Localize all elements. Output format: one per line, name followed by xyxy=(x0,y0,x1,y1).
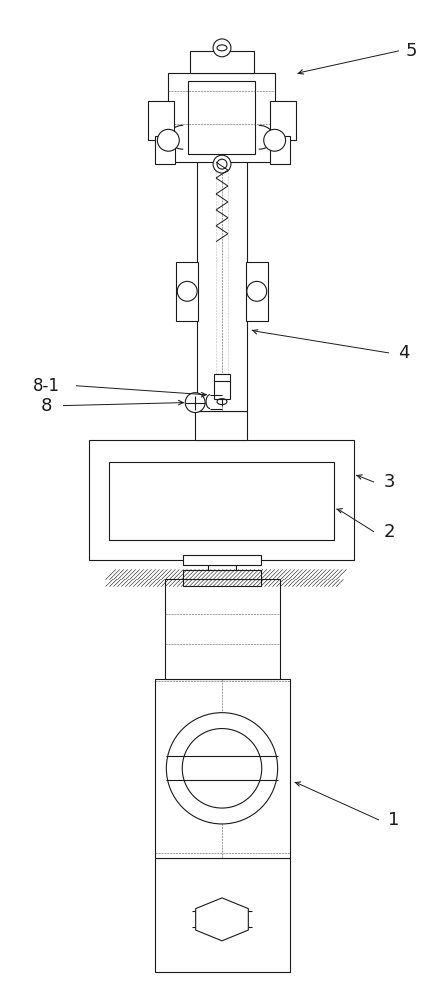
Bar xyxy=(183,555,261,565)
Circle shape xyxy=(213,39,231,57)
Circle shape xyxy=(264,129,286,151)
Bar xyxy=(183,579,261,586)
Bar xyxy=(183,579,261,586)
Bar xyxy=(214,374,230,399)
Bar xyxy=(197,73,247,411)
Circle shape xyxy=(177,281,197,301)
Text: 5: 5 xyxy=(406,42,418,60)
Bar xyxy=(109,462,334,540)
Text: 4: 4 xyxy=(398,344,410,362)
Text: 8-1: 8-1 xyxy=(33,377,60,395)
Bar xyxy=(246,262,268,321)
Bar xyxy=(148,101,174,140)
Circle shape xyxy=(185,393,205,413)
Circle shape xyxy=(217,159,227,169)
Text: 8: 8 xyxy=(40,397,52,415)
Bar xyxy=(270,136,290,164)
Bar xyxy=(89,440,354,560)
Bar xyxy=(195,411,247,440)
Bar xyxy=(270,101,295,140)
Polygon shape xyxy=(196,898,249,941)
Bar xyxy=(176,262,198,321)
Text: 3: 3 xyxy=(383,473,395,491)
Bar xyxy=(165,579,280,679)
Bar xyxy=(155,136,175,164)
Bar xyxy=(183,570,261,579)
Bar xyxy=(188,81,255,154)
Bar xyxy=(155,858,290,972)
Circle shape xyxy=(157,129,179,151)
Circle shape xyxy=(213,155,231,173)
Circle shape xyxy=(247,281,267,301)
Text: 2: 2 xyxy=(383,523,395,541)
Bar xyxy=(183,570,261,579)
Bar xyxy=(155,679,290,858)
Text: 1: 1 xyxy=(388,811,400,829)
Bar xyxy=(190,51,254,73)
Bar xyxy=(208,565,236,570)
Circle shape xyxy=(167,713,278,824)
Circle shape xyxy=(182,729,262,808)
Bar xyxy=(168,73,275,162)
